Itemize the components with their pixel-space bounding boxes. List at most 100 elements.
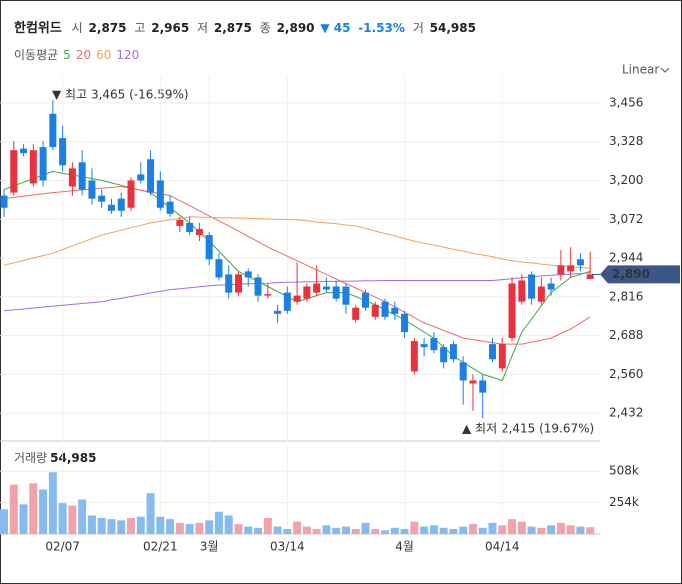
candle-body [176,219,184,226]
candle-body [547,283,555,290]
volume-bar [78,499,87,534]
scale-select[interactable]: Linear [622,63,659,77]
volume-bar [175,522,184,534]
candle-body [430,338,438,351]
max-annotation: ▼ 최고 3,465 (-16.59%) [52,88,189,102]
volume-bar [263,517,272,534]
candle-body [49,113,57,148]
candle-body [186,222,194,232]
candle-body [225,274,233,293]
open: 2,875 [89,21,127,35]
volume-bar [156,516,165,534]
candle-body [39,147,47,181]
volume-bar [439,527,448,534]
volume-bar [381,530,390,534]
candle-body [88,180,96,199]
volume-bar [127,517,136,534]
candle-body [586,274,594,279]
y-tick-label: 2,432 [609,406,643,420]
close-label: 종 [260,21,271,35]
change: ▼ 45 [320,21,350,35]
x-tick-label: 3월 [200,540,219,554]
volume-bar [87,515,96,534]
volume-tick-label: 508k [609,464,639,478]
volume-bar [420,526,429,534]
volume-bar [185,524,194,534]
volume-bar [166,519,175,534]
volume-bar [361,522,370,534]
candle-body [557,265,565,275]
candle-body [59,138,67,166]
legend-entry: 60 [96,48,111,62]
candle-body [449,344,457,360]
candle-body [518,280,526,302]
candle-body [283,292,291,311]
header: 한컴위드 시 2,875 고 2,965 저 2,875 종 2,890 ▼ 4… [14,20,476,36]
volume-bar [468,524,477,534]
legend-entry: 120 [116,48,139,62]
legend-entry: 5 [63,48,71,62]
volume-bar [498,525,507,534]
x-tick-label: 02/07 [45,540,80,554]
volume-bar [508,519,517,534]
volume-bar [566,525,575,534]
volume-bar [136,516,145,534]
candle-body [469,380,477,384]
candle-body [29,150,37,184]
candle-body [244,271,252,278]
volume-bar [586,527,595,534]
candle-body [508,283,516,339]
candle-body [489,344,496,360]
volume-bar [195,522,204,534]
y-tick-label: 3,328 [609,134,643,148]
y-tick-label: 2,816 [609,289,643,303]
dropdown-icon[interactable] [660,67,670,73]
volume-bar [537,527,546,534]
candle-body [78,162,86,190]
candle-body [440,347,448,363]
volume-bar [58,503,67,534]
candle-body [0,195,8,208]
candle-body [195,228,203,236]
volume-bar [68,505,77,534]
change-pct: -1.53% [358,21,405,35]
volume-bar [19,504,28,534]
volume: 54,985 [430,21,476,35]
x-tick-label: 4월 [395,540,414,554]
volume-bar [146,493,155,534]
volume-bar [410,521,419,534]
volume-bar [214,511,223,534]
candle-body [498,344,506,369]
volume-bar [224,515,233,534]
candle-body [576,259,584,266]
volume-label: 거 [413,21,424,35]
volume-bar [351,529,360,534]
volume-bar [547,525,556,534]
candle-body [528,274,536,299]
x-tick-label: 03/14 [270,540,305,554]
volume-bar [400,529,409,534]
candle-body [479,380,487,393]
volume-bar [429,525,438,534]
candle-body [254,277,262,296]
volume-bar [527,526,536,534]
candle-body [537,286,545,302]
ma-line [3,216,591,269]
volume-pane-label: 거래량 [14,451,47,465]
volume-bar [576,526,585,534]
volume-bar [48,472,57,534]
candle-body [166,201,174,214]
volume-bar [39,489,48,534]
candle-body [274,310,282,314]
volume-bar [332,527,341,534]
candle-body [332,286,340,299]
candle-body [303,286,311,299]
volume-bar [517,521,526,534]
candle-body [234,274,242,293]
candle-body [361,292,369,308]
candle-body [205,235,213,260]
y-tick-label: 2,688 [609,328,643,342]
volume-bar [390,527,399,534]
